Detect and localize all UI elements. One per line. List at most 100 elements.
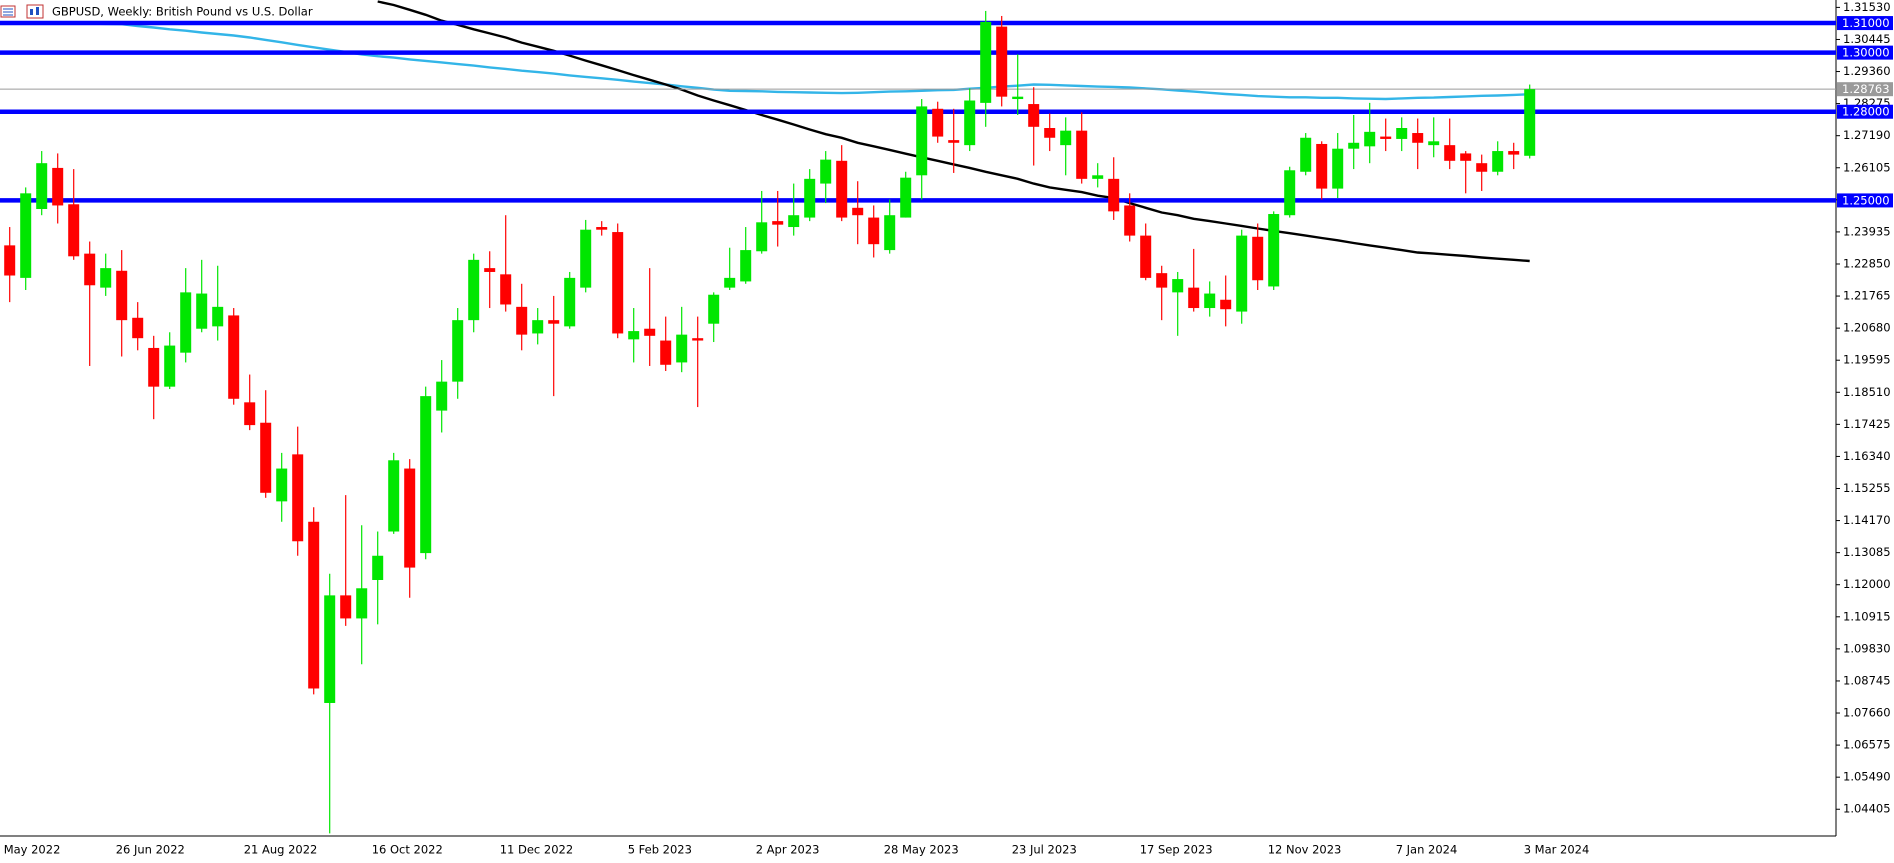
candle-body [932, 108, 944, 137]
candle-body [132, 317, 144, 339]
candle-body [900, 177, 912, 218]
candle-body [100, 268, 112, 288]
candle-body [276, 468, 288, 502]
candle-body [292, 454, 304, 542]
candle-body [916, 106, 928, 176]
level-box [1837, 193, 1893, 208]
x-tick-label: May 2022 [4, 843, 61, 857]
chart-title: GBPUSD, Weekly: British Pound vs U.S. Do… [52, 5, 313, 19]
y-tick-label: 1.30445 [1843, 32, 1891, 46]
y-tick-label: 1.31530 [1843, 0, 1891, 14]
candle-body [1108, 178, 1120, 212]
candle-body [1220, 299, 1232, 310]
candle-body [1508, 151, 1520, 155]
candle-body [1316, 143, 1328, 189]
candle-body [180, 292, 192, 353]
candle-body [324, 595, 336, 703]
candle-body [148, 347, 160, 387]
candle-body [388, 460, 400, 532]
candle-body [1092, 175, 1104, 179]
candle-body [1204, 293, 1216, 309]
candle-body [804, 178, 816, 218]
y-tick-label: 1.14170 [1843, 513, 1891, 527]
plot-area [0, 0, 1836, 834]
candle-body [1060, 130, 1072, 146]
icon-chart [26, 4, 44, 19]
y-tick-label: 1.05490 [1843, 770, 1891, 784]
y-tick-label: 1.27190 [1843, 128, 1891, 142]
candle-body [660, 340, 672, 365]
candle-body [500, 274, 512, 305]
x-tick-label: 7 Jan 2024 [1396, 843, 1458, 857]
candle-body [740, 250, 752, 282]
x-tick-label: 23 Jul 2023 [1012, 843, 1077, 857]
y-tick-label: 1.15255 [1843, 481, 1891, 495]
candle-body [644, 328, 656, 336]
candle-body [1396, 128, 1408, 139]
candle-body [564, 277, 576, 327]
candle-body [1012, 96, 1024, 100]
candle-body [196, 293, 208, 329]
level-label: 1.30000 [1842, 46, 1890, 60]
title-icons [0, 4, 44, 19]
candle-body [1476, 163, 1488, 172]
y-tick-label: 1.08745 [1843, 673, 1891, 687]
current-price-box [1837, 82, 1893, 97]
candle-body [1172, 279, 1184, 293]
candle-body [756, 222, 768, 252]
candle-body [628, 331, 640, 340]
x-tick-label: 21 Aug 2022 [244, 843, 318, 857]
level-label: 1.25000 [1842, 193, 1890, 207]
candle-body [308, 521, 320, 689]
candle-body [1524, 89, 1536, 156]
candle-body [356, 588, 368, 619]
candle-body [1028, 104, 1040, 127]
candle-body [340, 595, 352, 619]
y-tick-label: 1.04405 [1843, 802, 1891, 816]
x-tick-label: 17 Sep 2023 [1140, 843, 1213, 857]
candle-body [4, 245, 16, 276]
level-box [1837, 104, 1893, 119]
candle-body [1156, 273, 1168, 288]
candle-body [612, 232, 624, 334]
candle-body [820, 159, 832, 184]
y-tick-label: 1.20680 [1843, 321, 1891, 335]
candle-body [1332, 148, 1344, 189]
candle-body [244, 402, 256, 426]
candle-body [1252, 236, 1264, 281]
candle-body [548, 320, 560, 324]
candle-body [1460, 153, 1472, 161]
candle-body [36, 163, 48, 209]
y-tick-label: 1.22850 [1843, 256, 1891, 270]
candle-body [1444, 145, 1456, 161]
x-tick-label: 28 May 2023 [884, 843, 959, 857]
candle-body [980, 21, 992, 103]
candle-body [420, 396, 432, 554]
candle-body [884, 215, 896, 251]
y-tick-label: 1.13085 [1843, 545, 1891, 559]
candle-body [20, 193, 32, 278]
candle-body [948, 140, 960, 143]
candle-body [1428, 141, 1440, 146]
candle-body [996, 26, 1008, 97]
candle-body [1348, 142, 1360, 149]
candle-body [212, 306, 224, 327]
y-tick-label: 1.12000 [1843, 577, 1891, 591]
candle-body [676, 334, 688, 363]
candle-body [1300, 137, 1312, 172]
y-tick-label: 1.18510 [1843, 385, 1891, 399]
candle-body [452, 320, 464, 382]
y-tick-label: 1.21765 [1843, 289, 1891, 303]
y-tick-label: 1.19595 [1843, 353, 1891, 367]
candle-body [836, 160, 848, 218]
candle-body [1412, 133, 1424, 143]
candle-body [404, 468, 416, 568]
x-tick-label: 11 Dec 2022 [500, 843, 573, 857]
candle-body [868, 217, 880, 245]
level-label: 1.31000 [1842, 16, 1890, 30]
candle-body [1364, 131, 1376, 147]
x-tick-label: 3 Mar 2024 [1524, 843, 1590, 857]
y-tick-label: 1.26105 [1843, 160, 1891, 174]
candle-body [692, 338, 704, 341]
